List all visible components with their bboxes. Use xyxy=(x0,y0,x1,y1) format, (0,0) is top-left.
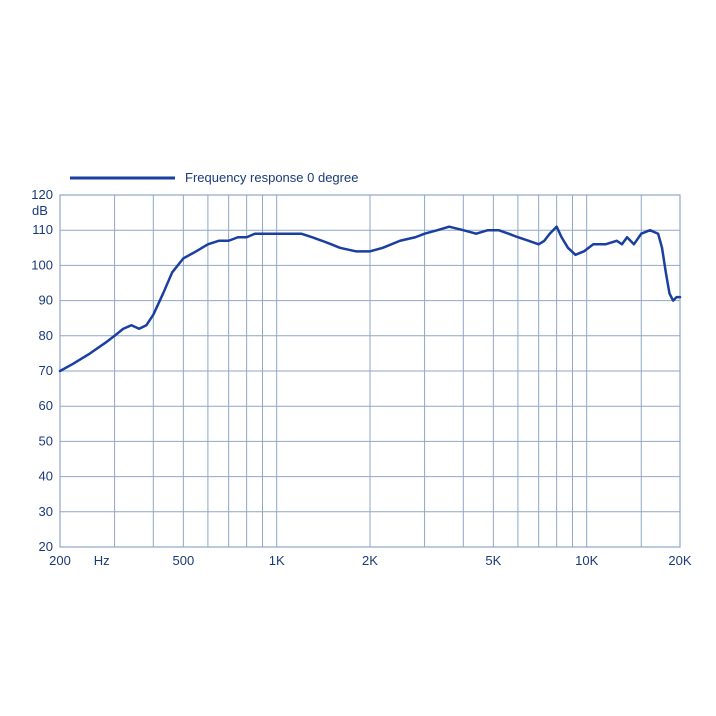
x-tick-label: 500 xyxy=(173,553,195,568)
y-tick-label: 30 xyxy=(39,504,53,519)
x-tick-label: 20K xyxy=(668,553,691,568)
y-tick-label: 20 xyxy=(39,539,53,554)
y-tick-label: 100 xyxy=(31,257,53,272)
y-tick-label: 110 xyxy=(32,222,53,237)
y-tick-label: 40 xyxy=(39,469,53,484)
y-tick-label: 50 xyxy=(39,433,53,448)
y-tick-label: 80 xyxy=(39,328,53,343)
x-tick-label: 10K xyxy=(575,553,598,568)
legend-label: Frequency response 0 degree xyxy=(185,170,358,185)
x-tick-label: 200 xyxy=(49,553,71,568)
y-axis-label: dB xyxy=(32,203,48,218)
y-tick-label: 60 xyxy=(39,398,53,413)
x-tick-label: 1K xyxy=(269,553,285,568)
x-axis-label: Hz xyxy=(94,553,110,568)
frequency-response-chart: 20 30 40 50 60 70 80 90 100 110 120 200 500 1K 2K 5K 10K… xyxy=(0,0,716,716)
x-tick-label: 2K xyxy=(362,553,378,568)
x-tick-label: 5K xyxy=(485,553,501,568)
y-tick-label: 70 xyxy=(39,363,53,378)
y-tick-label: 90 xyxy=(39,293,53,308)
y-tick-label: 120 xyxy=(31,187,53,202)
chart-svg: 20 30 40 50 60 70 80 90 100 110 120 200 500 1K 2K 5K 10K… xyxy=(0,0,716,716)
